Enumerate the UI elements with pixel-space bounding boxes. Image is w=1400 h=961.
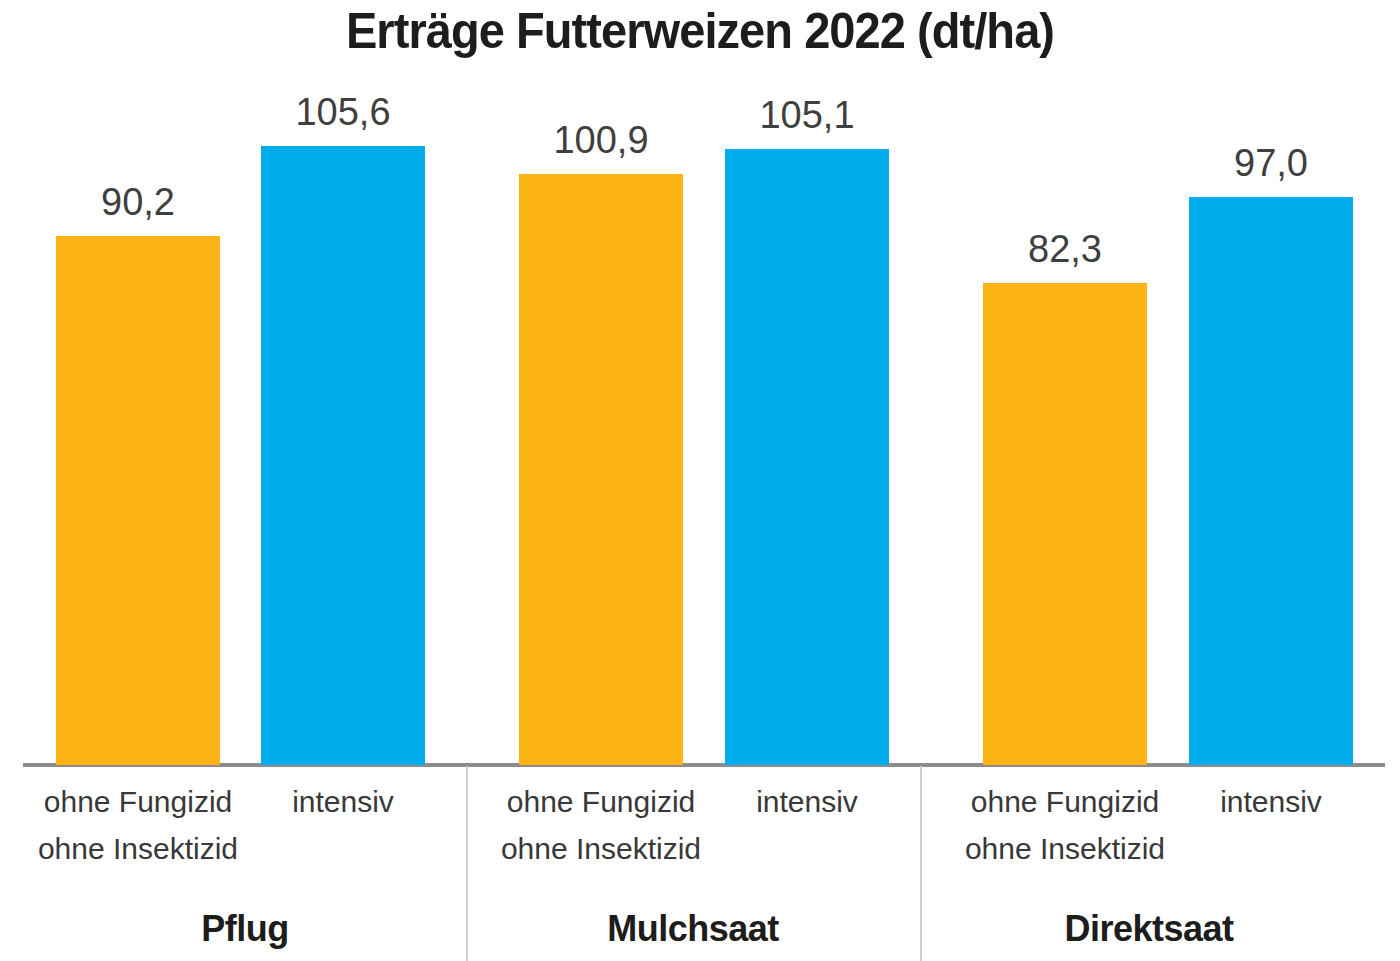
value-label-mulchsaat-ohne-fungizid-ohne-insektizid: 100,9 [481, 120, 721, 160]
group-label-direktsaat: Direktsaat [920, 908, 1378, 950]
bar-direktsaat-intensiv [1189, 197, 1353, 765]
value-label-direktsaat-intensiv: 97,0 [1151, 143, 1391, 183]
series-label-line: intensiv [1126, 778, 1400, 825]
bar-mulchsaat-ohne-fungizid-ohne-insektizid [519, 174, 683, 765]
value-label-pflug-ohne-fungizid-ohne-insektizid: 90,2 [18, 182, 258, 222]
bar-chart: Erträge Futterweizen 2022 (dt/ha) 90,2 oh… [0, 0, 1400, 961]
series-label-pflug-intensiv: intensiv [198, 778, 488, 825]
chart-title: Erträge Futterweizen 2022 (dt/ha) [42, 2, 1358, 60]
series-label-line: ohne Insektizid [456, 825, 746, 872]
bar-direktsaat-ohne-fungizid-ohne-insektizid [983, 283, 1147, 765]
x-axis-line [23, 763, 1385, 767]
bar-pflug-intensiv [261, 146, 425, 765]
series-label-line: intensiv [662, 778, 952, 825]
value-label-pflug-intensiv: 105,6 [223, 92, 463, 132]
series-label-line: intensiv [198, 778, 488, 825]
bar-pflug-ohne-fungizid-ohne-insektizid [56, 236, 220, 765]
group-label-mulchsaat: Mulchsaat [466, 908, 920, 950]
series-label-line: ohne Insektizid [0, 825, 283, 872]
group-label-pflug: Pflug [24, 908, 466, 950]
series-label-direktsaat-intensiv: intensiv [1126, 778, 1400, 825]
series-label-mulchsaat-intensiv: intensiv [662, 778, 952, 825]
series-label-line: ohne Insektizid [920, 825, 1210, 872]
value-label-direktsaat-ohne-fungizid-ohne-insektizid: 82,3 [945, 229, 1185, 269]
value-label-mulchsaat-intensiv: 105,1 [687, 95, 927, 135]
bar-mulchsaat-intensiv [725, 149, 889, 765]
